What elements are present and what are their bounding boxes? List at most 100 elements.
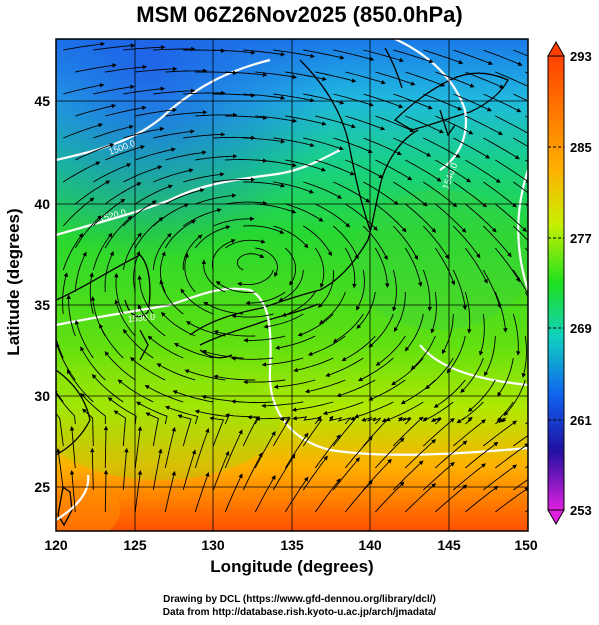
streamline [255, 247, 279, 278]
streamline [423, 181, 458, 208]
streamline [275, 335, 316, 350]
streamline [357, 357, 394, 382]
streamline [434, 247, 456, 286]
streamline [456, 401, 484, 424]
streamline [333, 181, 371, 203]
streamline [63, 123, 104, 139]
streamline [69, 469, 76, 513]
streamline [281, 291, 316, 317]
streamline [122, 328, 154, 359]
streamline [105, 64, 148, 73]
streamline [333, 225, 359, 260]
streamline [62, 272, 69, 315]
streamline [243, 379, 286, 385]
streamline [446, 335, 466, 374]
y-tick-label: 45 [34, 93, 50, 109]
streamline [293, 357, 334, 373]
plot-title: MSM 06Z26Nov2025 (850.0hPa) [136, 2, 463, 27]
streamline [315, 203, 351, 228]
streamline [494, 291, 508, 333]
x-tick-label: 135 [280, 537, 304, 553]
streamline [464, 291, 472, 334]
streamline [307, 335, 346, 356]
streamline [453, 49, 493, 65]
streamline [165, 150, 207, 161]
streamline [225, 115, 268, 121]
streamline [404, 247, 423, 287]
streamline [495, 71, 528, 87]
streamline [356, 291, 376, 330]
y-tick-labels: 25 30 35 40 45 [34, 93, 50, 495]
streamline [104, 215, 133, 249]
streamline [433, 379, 466, 408]
streamline [497, 357, 514, 397]
streamline [393, 181, 428, 207]
streamline [201, 349, 244, 359]
colorbar-tick-label: 293 [570, 49, 592, 64]
streamline [273, 49, 316, 59]
streamline [165, 110, 208, 117]
streamline [56, 342, 76, 381]
streamline [144, 385, 184, 403]
streamline [405, 203, 437, 233]
streamline [212, 450, 230, 491]
streamline [243, 137, 286, 144]
streamline [231, 356, 274, 361]
streamline [243, 93, 286, 100]
streamline [465, 159, 501, 183]
streamline [123, 126, 165, 139]
streamline [328, 415, 352, 425]
streamline [213, 49, 256, 55]
streamline [434, 440, 468, 469]
credit-data: Data from http://database.rish.kyoto-u.a… [162, 607, 437, 618]
y-tick-label: 35 [34, 297, 50, 313]
streamline [392, 416, 424, 447]
streamline [318, 269, 334, 308]
streamline [422, 417, 455, 447]
streamline [56, 448, 64, 491]
streamline [134, 470, 143, 513]
streamline [303, 181, 343, 199]
streamline [195, 154, 238, 161]
streamline [404, 483, 437, 513]
streamline [243, 181, 286, 188]
streamline [152, 232, 172, 271]
streamline [374, 437, 405, 469]
streamline [122, 232, 142, 271]
streamline [184, 252, 196, 293]
streamline [422, 225, 450, 260]
geopotential-contours [56, 39, 528, 521]
streamline [422, 401, 454, 422]
streamline [183, 90, 226, 96]
streamline [441, 313, 454, 355]
streamline [231, 313, 274, 319]
streamline [405, 159, 442, 182]
streamline [105, 145, 146, 161]
streamline [434, 484, 468, 513]
streamline [392, 460, 424, 491]
streamline [291, 401, 334, 412]
streamline [393, 137, 432, 157]
streamline [201, 259, 226, 293]
streamline [524, 247, 528, 252]
streamline [184, 369, 226, 381]
streamline [242, 415, 259, 447]
streamline [374, 481, 405, 513]
colorbar: 293 285 277 269 261 253 [547, 40, 592, 526]
streamline [164, 426, 176, 469]
streamline [183, 132, 226, 139]
streamline [303, 225, 332, 257]
streamline [105, 182, 142, 205]
streamline [483, 93, 522, 113]
streamline [93, 124, 134, 139]
streamline [104, 251, 114, 293]
streamline [333, 49, 375, 62]
streamline [165, 68, 208, 74]
streamline [99, 323, 124, 359]
streamline [375, 335, 406, 366]
streamline [75, 180, 111, 205]
streamline [315, 71, 357, 83]
streamline [484, 335, 496, 377]
streamline [362, 225, 388, 261]
streamline [134, 426, 143, 469]
